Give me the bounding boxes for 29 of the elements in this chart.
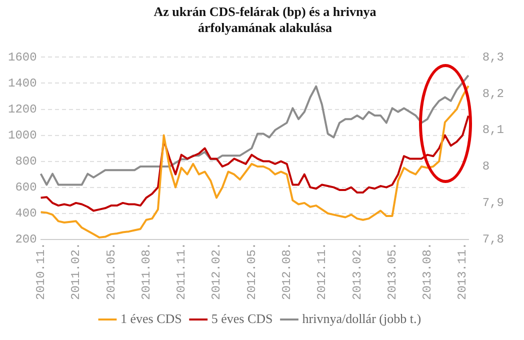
- y-tick-label: 1400: [8, 76, 37, 90]
- y2-tick-label: 8,2: [482, 86, 504, 101]
- x-tick-label: 2011.08.: [139, 242, 154, 300]
- y2-tick-label: 7,8: [482, 232, 504, 247]
- legend-label: 1 éves CDS: [120, 310, 182, 326]
- y2-tick-label: 7,9: [482, 196, 504, 210]
- x-tick-label: 2013.08.: [420, 242, 435, 300]
- y-tick-label: 1000: [8, 128, 37, 142]
- x-tick-label: 2012.05.: [244, 242, 259, 300]
- x-tick-label: 2013.02.: [350, 242, 364, 300]
- x-tick-label: 2011.05.: [104, 242, 118, 300]
- y2-tick-label: 8: [482, 160, 490, 174]
- legend-label: hrivnya/dollár (jobb t.): [302, 310, 422, 326]
- x-tick-label: 2012.08.: [280, 242, 294, 300]
- y-tick-label: 1600: [8, 50, 37, 64]
- y-tick-label: 1200: [8, 102, 37, 116]
- x-tick-label: 2013.11.: [456, 242, 470, 300]
- x-tick-label: 2013.05.: [385, 242, 400, 300]
- x-tick-label: 2011.11.: [174, 242, 189, 300]
- y2-tick-label: 8,1: [482, 123, 504, 138]
- x-tick-label: 2012.11.: [315, 242, 330, 300]
- legend-label: 5 éves CDS: [211, 310, 273, 326]
- y-tick-label: 800: [15, 154, 37, 168]
- x-tick-label: 2012.02.: [210, 242, 224, 300]
- chart-title: Az ukrán CDS-felárak (bp) és a hrivnya árfolyamának alakulása: [152, 4, 378, 36]
- y-tick-label: 600: [15, 180, 37, 195]
- x-tick-label: 2011.02.: [69, 242, 84, 300]
- y2-tick-label: 8,3: [482, 50, 504, 64]
- y-tick-label: 400: [15, 206, 37, 221]
